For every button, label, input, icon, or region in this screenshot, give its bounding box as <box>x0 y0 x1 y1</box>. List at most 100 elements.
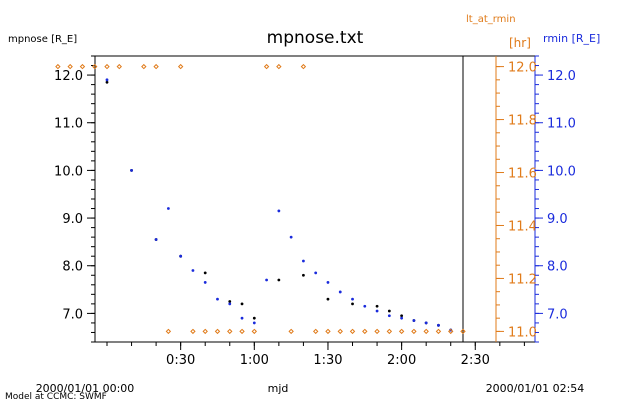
point-lt_at_rmin <box>300 63 307 70</box>
right-axis-1-tick-label: 11.0 <box>508 325 537 340</box>
right-axis-2-tick-label: 11.0 <box>547 117 576 132</box>
point-lt_at_rmin <box>177 63 184 70</box>
right-axis-1-tick-label: 11.8 <box>508 114 537 129</box>
left-axis-tick-label: 7.0 <box>62 307 83 322</box>
right-axis-2-label: rmin [R_E] <box>543 32 600 45</box>
data-points <box>55 63 466 335</box>
point-lt_at_rmin <box>435 328 442 335</box>
point-mpnose <box>240 302 244 306</box>
x-tick-label: 0:30 <box>166 353 195 368</box>
point-rmin <box>130 169 133 172</box>
point-rmin <box>387 314 391 318</box>
point-mpnose <box>326 297 330 301</box>
point-mpnose <box>387 309 391 313</box>
point-lt_at_rmin <box>325 328 331 335</box>
point-lt_at_rmin <box>141 63 147 70</box>
point-mpnose <box>351 302 354 306</box>
point-mpnose <box>400 314 404 318</box>
point-rmin <box>314 271 318 275</box>
point-rmin <box>277 209 281 213</box>
right-axis-1-unit: [hr] <box>509 36 531 50</box>
x-tick-label: 2:30 <box>461 353 490 368</box>
point-mpnose <box>277 278 281 282</box>
point-rmin <box>203 281 207 284</box>
point-rmin <box>216 297 219 301</box>
point-rmin <box>351 297 354 301</box>
point-rmin <box>302 259 305 263</box>
point-rmin <box>166 207 170 210</box>
x-end-label: 2000/01/01 02:54 <box>486 382 585 395</box>
point-rmin <box>105 78 109 82</box>
chart-title: mpnose.txt <box>267 28 364 48</box>
right-axis-2-tick-label: 9.0 <box>547 212 568 227</box>
point-lt_at_rmin <box>411 328 417 335</box>
point-lt_at_rmin <box>55 63 61 70</box>
point-rmin <box>228 302 232 306</box>
point-mpnose <box>375 304 379 308</box>
point-lt_at_rmin <box>423 328 429 335</box>
x-axis-label: mjd <box>268 382 289 395</box>
point-lt_at_rmin <box>153 63 159 70</box>
point-lt_at_rmin <box>398 328 405 335</box>
x-tick-label: 1:30 <box>313 353 342 368</box>
point-lt_at_rmin <box>92 63 98 70</box>
point-mpnose <box>203 271 207 275</box>
left-axis-ticks: 7.0 8.0 9.0 10.0 11.0 12.0 <box>54 55 95 343</box>
right-axis-2-tick-label: 7.0 <box>547 307 568 322</box>
x-tick-label: 1:00 <box>240 353 269 368</box>
point-rmin <box>179 254 183 258</box>
point-lt_at_rmin <box>67 63 73 70</box>
left-axis-tick-label: 9.0 <box>62 212 83 227</box>
left-axis-tick-label: 11.0 <box>54 117 83 132</box>
left-axis-tick-label: 10.0 <box>54 164 83 179</box>
right-axis-1-tick-label: 11.4 <box>508 219 537 234</box>
point-rmin <box>265 278 268 282</box>
point-mpnose <box>228 300 232 303</box>
point-lt_at_rmin <box>190 328 196 335</box>
left-axis-tick-label: 12.0 <box>54 69 83 84</box>
point-lt_at_rmin <box>362 328 368 335</box>
point-rmin <box>375 309 379 313</box>
right-axis-1-tick-label: 11.2 <box>508 272 537 287</box>
point-lt_at_rmin <box>202 328 208 335</box>
point-rmin <box>338 290 342 294</box>
right-axis-2-tick-label: 8.0 <box>547 260 568 275</box>
point-rmin <box>437 323 440 327</box>
point-rmin <box>363 304 367 308</box>
point-lt_at_rmin <box>386 328 393 335</box>
right-axis-1-tick-label: 11.6 <box>508 167 537 182</box>
point-lt_at_rmin <box>337 328 343 335</box>
point-rmin <box>154 238 158 241</box>
right-axis-2-tick-label: 12.0 <box>547 69 576 84</box>
point-lt_at_rmin <box>276 63 282 70</box>
point-lt_at_rmin <box>165 328 172 335</box>
point-rmin <box>240 316 244 320</box>
point-lt_at_rmin <box>374 328 380 335</box>
point-rmin <box>252 321 256 325</box>
point-lt_at_rmin <box>251 328 258 335</box>
model-credit: Model at CCMC: SWMF <box>5 392 107 400</box>
point-lt_at_rmin <box>460 328 466 335</box>
right-axis-1-ticks: 11.0 11.2 11.4 11.6 11.8 12.0 <box>496 61 537 340</box>
point-lt_at_rmin <box>288 328 294 335</box>
left-axis-label: mpnose [R_E] <box>8 34 77 45</box>
right-axis-2-tick-label: 10.0 <box>547 164 576 179</box>
point-rmin <box>289 235 293 239</box>
right-axis-2-ticks: 7.0 8.0 9.0 10.0 11.0 12.0 <box>535 55 576 343</box>
right-axis-1-label: lt_at_rmin <box>466 14 516 25</box>
x-start-label: 2000/01/01 00:00 <box>36 382 135 395</box>
point-lt_at_rmin <box>239 328 245 335</box>
point-lt_at_rmin <box>214 328 221 335</box>
point-lt_at_rmin <box>349 328 356 335</box>
point-rmin <box>412 319 416 322</box>
point-mpnose <box>252 316 256 320</box>
point-lt_at_rmin <box>116 63 122 70</box>
point-rmin <box>424 321 428 325</box>
x-tick-label: 2:00 <box>387 353 416 368</box>
point-lt_at_rmin <box>104 63 110 70</box>
point-lt_at_rmin <box>263 63 270 70</box>
point-rmin <box>191 269 195 272</box>
point-mpnose <box>302 273 305 277</box>
right-axis-1-tick-label: 12.0 <box>508 61 537 76</box>
